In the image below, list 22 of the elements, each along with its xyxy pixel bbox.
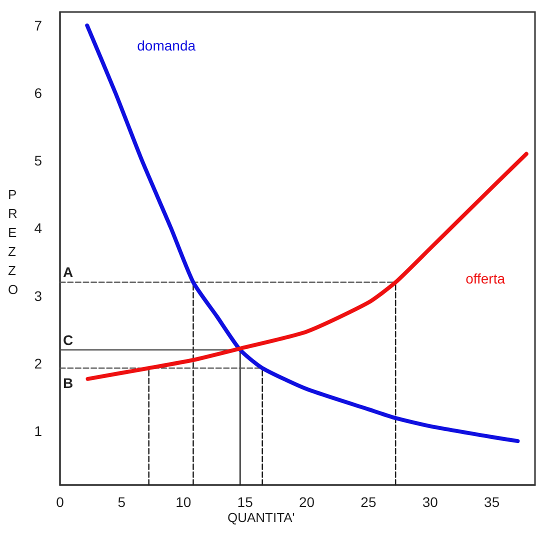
- x-tick-label: 25: [360, 494, 376, 510]
- x-axis-title: QUANTITA': [228, 510, 295, 525]
- x-tick-label: 35: [484, 494, 500, 510]
- y-tick-label: 3: [34, 288, 42, 304]
- x-tick-label: 10: [176, 494, 192, 510]
- x-tick-label: 0: [56, 494, 64, 510]
- x-tick-label: 30: [422, 494, 438, 510]
- annotation: A: [62, 264, 74, 280]
- y-tick-label: 4: [34, 220, 42, 236]
- annotation: B: [62, 375, 74, 391]
- y-tick-label: 2: [34, 355, 42, 372]
- y-tick-label: 7: [34, 18, 42, 34]
- x-tick-label: 20: [298, 494, 315, 510]
- text: domanda: [137, 38, 196, 54]
- x-tick-label: 15: [237, 494, 254, 510]
- x-tick-label: 5: [118, 494, 126, 510]
- y-tick-label: 6: [34, 85, 42, 102]
- text: offerta: [466, 270, 506, 286]
- annotation: C: [62, 332, 74, 348]
- y-tick-label: 1: [34, 422, 42, 439]
- y-axis-title: PREZZO: [8, 187, 18, 297]
- y-tick-label: 5: [34, 152, 42, 169]
